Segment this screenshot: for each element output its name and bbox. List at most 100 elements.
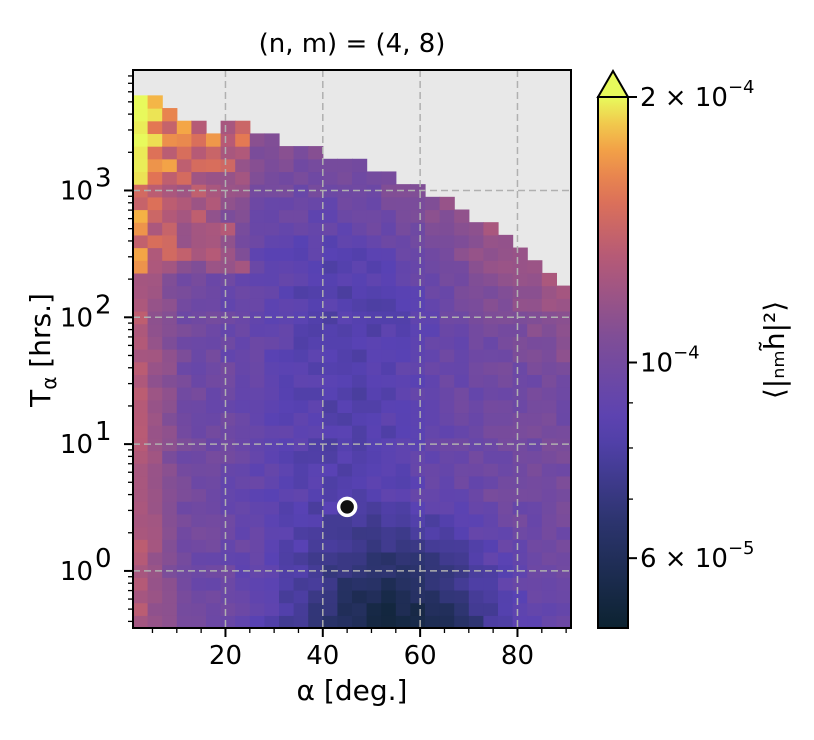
heatmap-cell (264, 336, 280, 350)
heatmap-cell (366, 272, 382, 287)
heatmap-cell (556, 387, 571, 401)
heatmap-cell (220, 209, 236, 223)
heatmap-cell (162, 488, 178, 502)
heatmap-cell (395, 412, 411, 426)
heatmap-cell (556, 412, 571, 426)
heatmap-cell (293, 539, 309, 553)
heatmap-cell (352, 196, 368, 211)
heatmap-cell (425, 336, 441, 350)
heatmap-cell (366, 577, 382, 591)
heatmap-cell (235, 361, 251, 375)
heatmap-cell (556, 577, 571, 591)
x-axis-label: α [deg.] (297, 674, 408, 707)
heatmap-cell (191, 222, 207, 236)
heatmap-cell (147, 551, 163, 566)
heatmap-cell (541, 463, 557, 477)
heatmap-cell (264, 463, 280, 477)
heatmap-cell (483, 539, 499, 553)
heatmap-cell (527, 577, 543, 591)
heatmap-cell (279, 247, 295, 261)
heatmap-cell (147, 475, 163, 490)
heatmap-cell (454, 399, 470, 414)
heatmap-cell (425, 589, 441, 604)
heatmap-cell (498, 425, 514, 439)
heatmap-cell (235, 513, 251, 528)
heatmap-cell (322, 425, 338, 439)
heatmap-cell (176, 209, 192, 223)
heatmap-cell (133, 361, 149, 375)
heatmap-cell (322, 387, 338, 401)
heatmap-cell (147, 425, 163, 439)
heatmap-cell (322, 196, 338, 211)
heatmap-cell (381, 387, 397, 401)
heatmap-cell (352, 209, 368, 223)
heatmap-cell (147, 209, 163, 223)
heatmap-cell (337, 234, 353, 249)
heatmap-cell (468, 298, 484, 312)
heatmap-cell (512, 602, 528, 616)
heatmap-cell (264, 298, 280, 312)
heatmap-cell (527, 615, 543, 628)
heatmap-cell (235, 501, 251, 515)
heatmap-cell (308, 196, 324, 211)
heatmap-cell (322, 450, 338, 464)
heatmap-cell (381, 349, 397, 363)
heatmap-cell (541, 310, 557, 325)
heatmap-cell (206, 247, 222, 261)
heatmap-cell (176, 425, 192, 439)
heatmap-cell (191, 158, 207, 173)
y-tick-label: 10 (60, 303, 93, 333)
heatmap-cell (264, 615, 280, 628)
heatmap-cell (133, 374, 149, 388)
heatmap-cell (235, 374, 251, 388)
heatmap-cell (468, 222, 484, 236)
heatmap-cell (322, 437, 338, 452)
heatmap-cell (176, 437, 192, 452)
heatmap-cell (483, 475, 499, 490)
heatmap-cell (147, 387, 163, 401)
heatmap-cell (454, 475, 470, 490)
heatmap-cell (191, 133, 207, 147)
heatmap-cell (454, 234, 470, 249)
heatmap-cell (162, 146, 178, 160)
heatmap-cell (498, 234, 514, 249)
heatmap-cell (352, 450, 368, 464)
heatmap-cell (322, 349, 338, 363)
heatmap-cell (322, 577, 338, 591)
heatmap-cell (322, 412, 338, 426)
heatmap-cell (162, 539, 178, 553)
heatmap-cell (425, 349, 441, 363)
heatmap-cell (279, 589, 295, 604)
heatmap-cell (395, 615, 411, 628)
heatmap-cell (176, 589, 192, 604)
heatmap-cell (541, 488, 557, 502)
heatmap-cell (395, 399, 411, 414)
heatmap-cell (366, 526, 382, 540)
heatmap-cell (133, 95, 149, 109)
y-axis-label: Tα [hrs.] (24, 293, 61, 408)
heatmap-cell (483, 463, 499, 477)
heatmap-cell (352, 475, 368, 490)
heatmap-cell (512, 615, 528, 628)
heatmap-cell (206, 450, 222, 464)
heatmap-cell (147, 539, 163, 553)
heatmap-cell (249, 234, 265, 249)
heatmap-cell (468, 234, 484, 249)
heatmap-cell (366, 184, 382, 198)
heatmap-cell (541, 323, 557, 337)
heatmap-cell (483, 501, 499, 515)
heatmap-cell (498, 539, 514, 553)
heatmap-cell (279, 349, 295, 363)
heatmap-cell (220, 323, 236, 337)
heatmap-cell (133, 234, 149, 249)
y-tick-exponent: 2 (95, 290, 112, 320)
heatmap-cell (147, 501, 163, 515)
heatmap-cell (133, 551, 149, 566)
heatmap-cell (133, 222, 149, 236)
heatmap-cell (322, 285, 338, 299)
heatmap-cell (264, 374, 280, 388)
colorbar-tick-label: 10−4 (640, 343, 700, 379)
heatmap-cell (395, 589, 411, 604)
heatmap-cell (527, 602, 543, 616)
heatmap-cell (498, 336, 514, 350)
